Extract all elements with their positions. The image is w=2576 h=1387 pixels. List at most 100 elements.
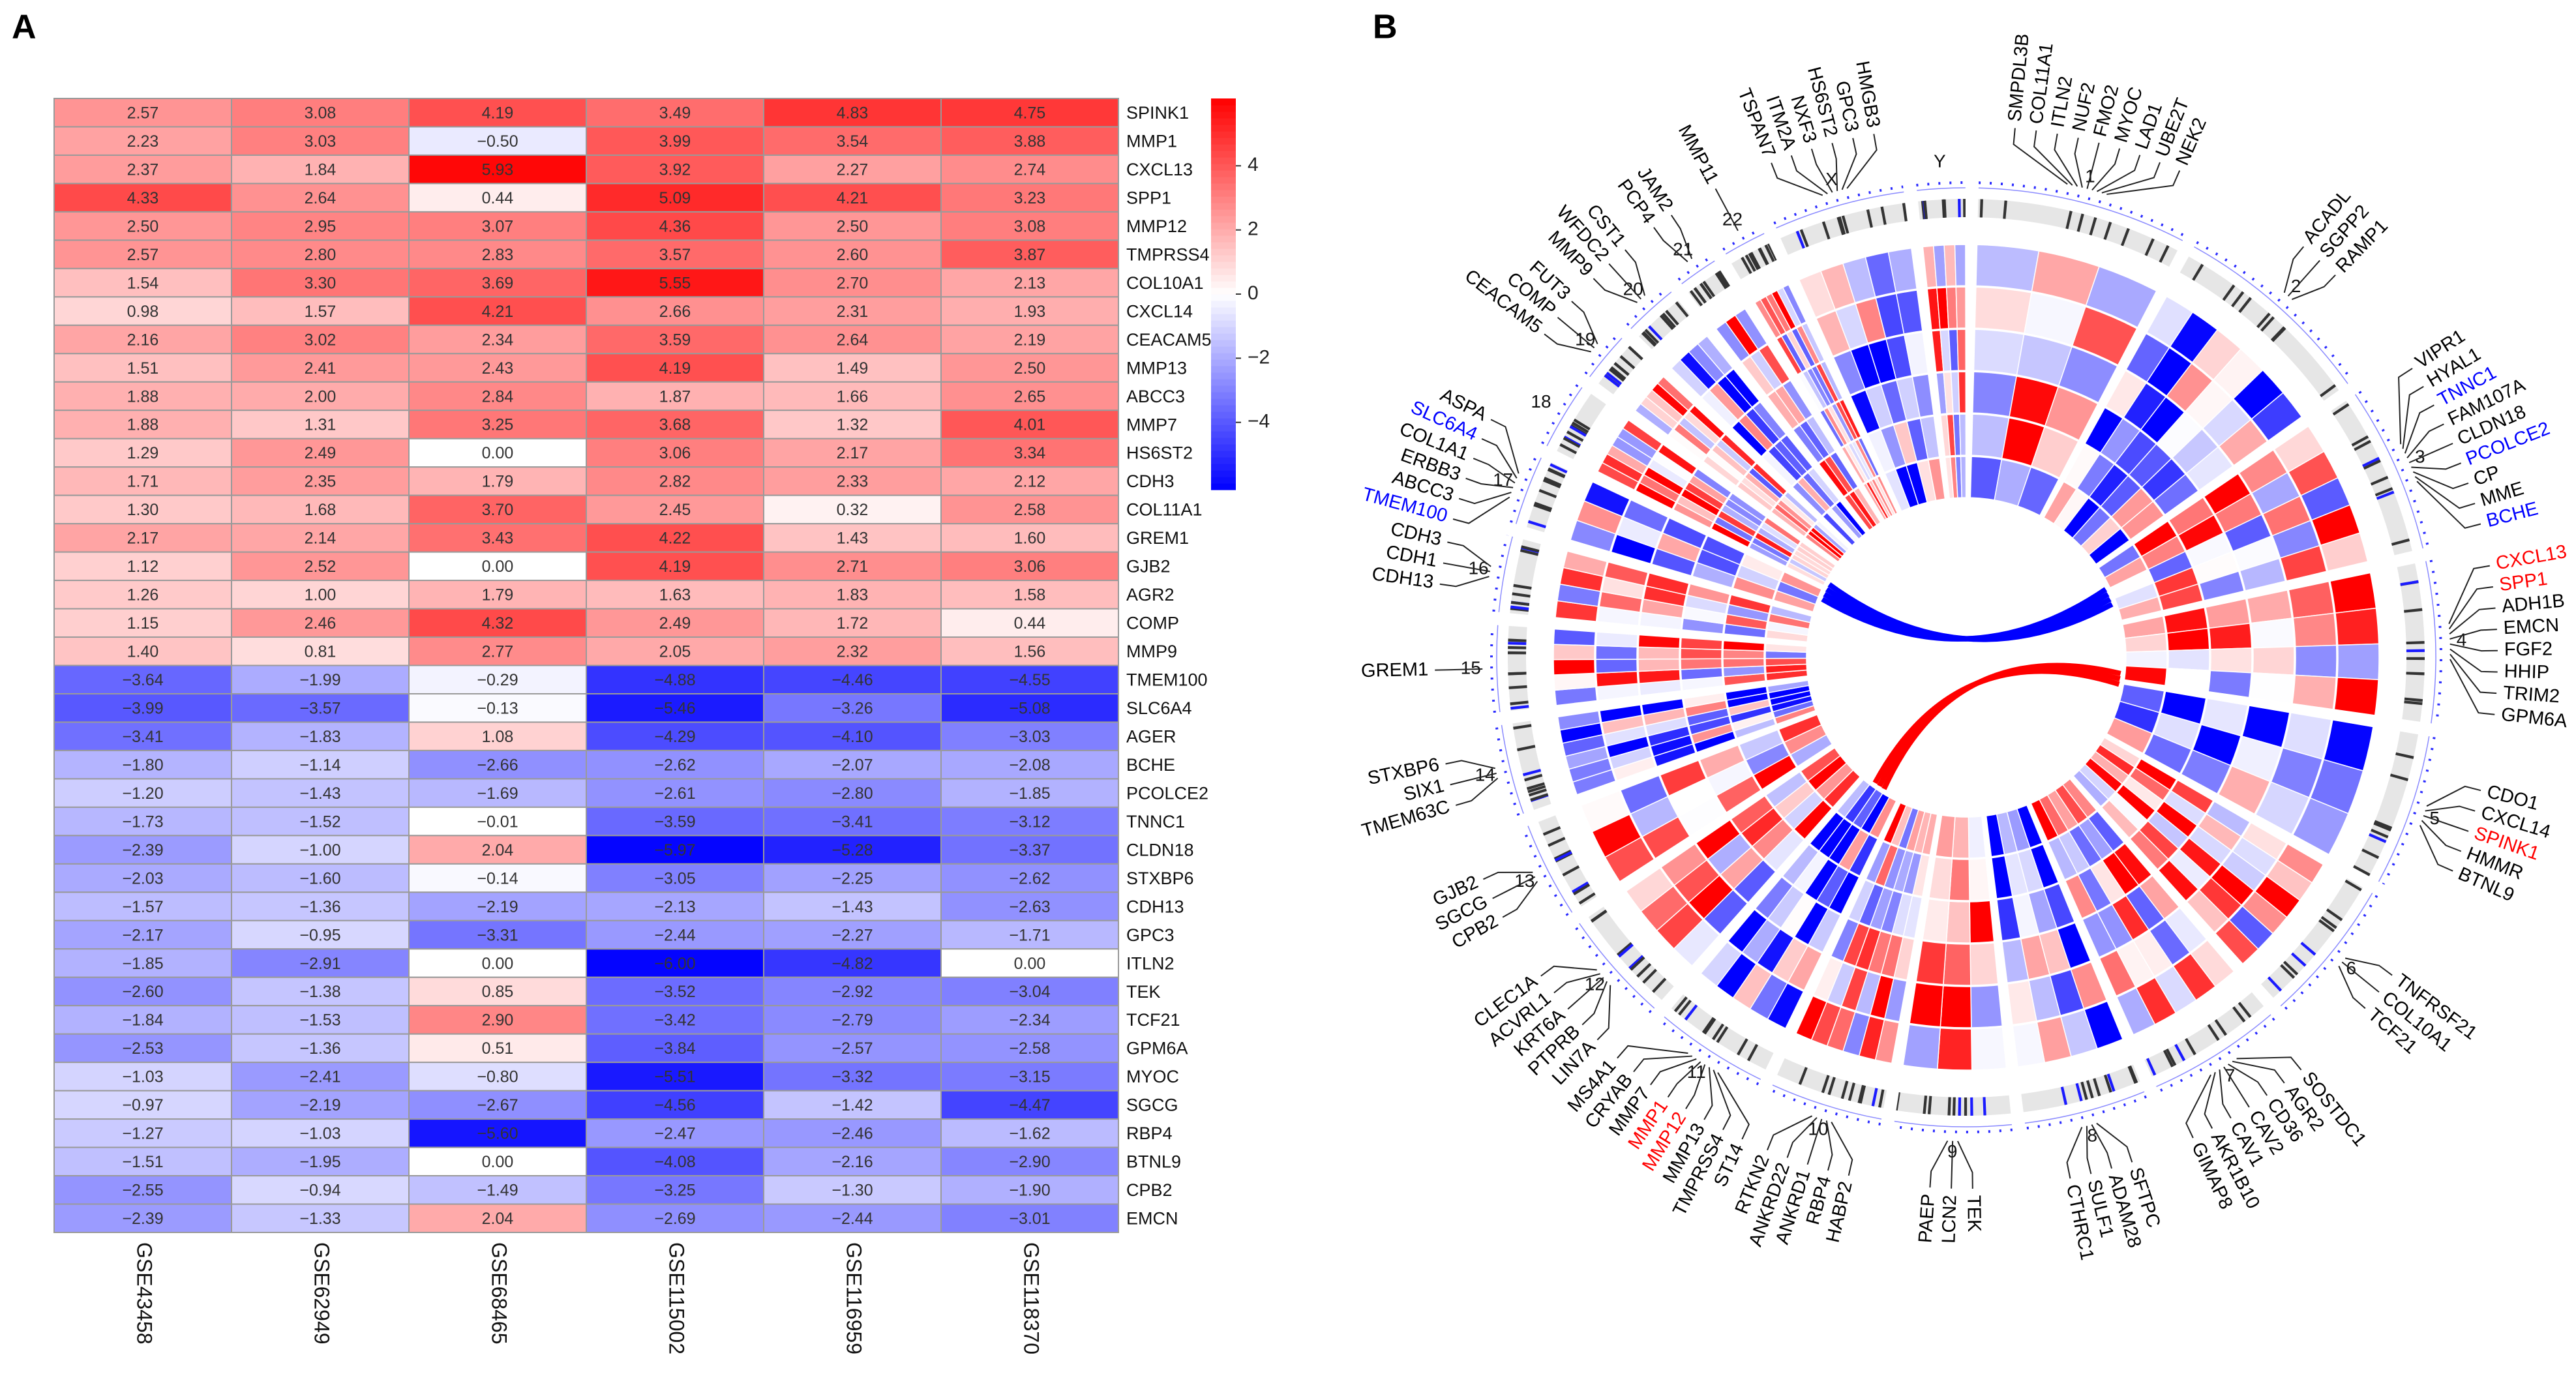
chromosome-label: 18: [1531, 391, 1551, 411]
cell-label: −2.08: [1009, 756, 1050, 774]
cell-label: 3.08: [305, 104, 337, 123]
cell-label: 1.40: [127, 643, 159, 661]
cell-label: 3.06: [659, 444, 691, 462]
cell-label: 1.93: [1014, 303, 1046, 321]
ring-cell: [2251, 392, 2303, 441]
ring-cell: [1996, 897, 2022, 942]
ideogram-band: [1572, 881, 1589, 893]
heatmap-cell: [408, 1118, 587, 1148]
ring-cell: [1680, 648, 1722, 660]
row-label: AGER: [1126, 726, 1176, 746]
ring-cell: [1848, 879, 1876, 923]
colorbar-step: [1211, 457, 1236, 464]
cell-label: −2.03: [122, 869, 163, 887]
heatmap-cell: [408, 1203, 587, 1234]
ring-cell: [1580, 790, 1630, 833]
label-connector: [1443, 562, 1490, 573]
ring-cell: [1936, 1027, 1973, 1071]
heatmap-cell: [408, 551, 587, 582]
ring-cell: [1973, 329, 2025, 376]
ring-cell: [1645, 572, 1690, 596]
panel-label: B: [1373, 8, 1398, 46]
heatmap-cell: [231, 551, 410, 582]
cell-label: 2.60: [837, 246, 869, 264]
cell-label: −5.60: [477, 1125, 518, 1143]
ring-cell: [1720, 433, 1757, 468]
row-label: MMP9: [1126, 642, 1177, 661]
colorbar-step: [1211, 164, 1236, 171]
ring-cell: [2058, 346, 2118, 404]
gene-label: GPM6A: [2500, 704, 2569, 732]
ideogram-band: [1526, 782, 1545, 790]
label-connector: [1553, 973, 1600, 994]
heatmap-cell: [231, 438, 410, 468]
ideogram-band: [2374, 820, 2392, 831]
ring-cell: [1659, 760, 1707, 797]
cell-label: 2.57: [127, 104, 159, 123]
ideogram-band: [1746, 1043, 1758, 1062]
ring-cell: [2337, 643, 2380, 681]
heatmap-cell: [940, 749, 1119, 780]
heatmap-cell: [53, 353, 232, 383]
cell-label: −3.01: [1009, 1210, 1050, 1228]
ring-cell: [1763, 516, 1802, 546]
ring-cell: [1968, 816, 1986, 859]
label-connector: [2449, 643, 2498, 652]
heatmap-cell: [763, 835, 942, 865]
ideogram-band: [1970, 1097, 1973, 1116]
heatmap-cell: [763, 154, 942, 185]
cell-label: 1.87: [659, 387, 691, 406]
label-connector: [2402, 385, 2424, 449]
heatmap-cell: [763, 438, 942, 468]
heatmap-cell: [53, 438, 232, 468]
label-connector: [1596, 985, 1611, 1041]
ring-cell: [2335, 607, 2380, 646]
chromosome-label: 6: [2346, 958, 2356, 978]
heatmap-cell: [763, 976, 942, 1007]
label-connector: [2344, 957, 2393, 976]
ideogram-band: [2103, 222, 2112, 240]
ideogram-band: [1578, 892, 1596, 905]
cell-label: −2.27: [831, 926, 873, 944]
ring-cell: [2239, 558, 2286, 591]
cell-label: 2.27: [837, 160, 869, 179]
chromosome-label: Y: [1934, 151, 1946, 171]
ideogram-band: [1508, 651, 1527, 655]
cell-label: 3.08: [1014, 217, 1046, 235]
heatmap-cell: [53, 693, 232, 723]
ring-cell: [2101, 799, 2139, 839]
colorbar-step: [1211, 216, 1236, 223]
cell-label: 2.84: [482, 387, 514, 406]
ideogram-band: [1554, 851, 1572, 862]
ring-cell: [2246, 589, 2293, 624]
ring-cell: [1927, 457, 1946, 501]
ideogram-band: [2354, 440, 2371, 451]
label-connector: [1957, 1141, 1973, 1189]
label-connector: [2449, 607, 2496, 634]
colorbar-step: [1211, 320, 1236, 327]
cell-label: 2.34: [482, 331, 514, 349]
label-connector: [2406, 423, 2444, 458]
heatmap-cell: [231, 1118, 410, 1148]
ideogram-band: [2231, 291, 2245, 308]
ideogram: [2352, 731, 2418, 876]
cell-label: −2.19: [299, 1096, 340, 1114]
colorbar-step: [1211, 366, 1236, 373]
cell-label: 3.03: [305, 132, 337, 151]
cell-label: −2.47: [654, 1125, 695, 1143]
scale-line: [1894, 1120, 2013, 1127]
cell-label: −2.34: [1009, 1011, 1050, 1030]
row-label: CDH3: [1126, 471, 1175, 491]
heatmap-cell: [763, 296, 942, 326]
cell-label: −0.14: [477, 869, 518, 887]
row-label: MMP12: [1126, 216, 1187, 236]
colorbar-step: [1211, 105, 1236, 112]
ring-cell: [2106, 717, 2153, 754]
heatmap-cell: [53, 806, 232, 837]
heatmap-cell: [940, 608, 1119, 638]
ring-cell: [1990, 855, 2013, 899]
label-connector: [2341, 961, 2380, 993]
cell-label: −3.04: [1009, 983, 1050, 1001]
ring-cell: [1915, 940, 1947, 985]
row-label: COMP: [1126, 614, 1179, 633]
